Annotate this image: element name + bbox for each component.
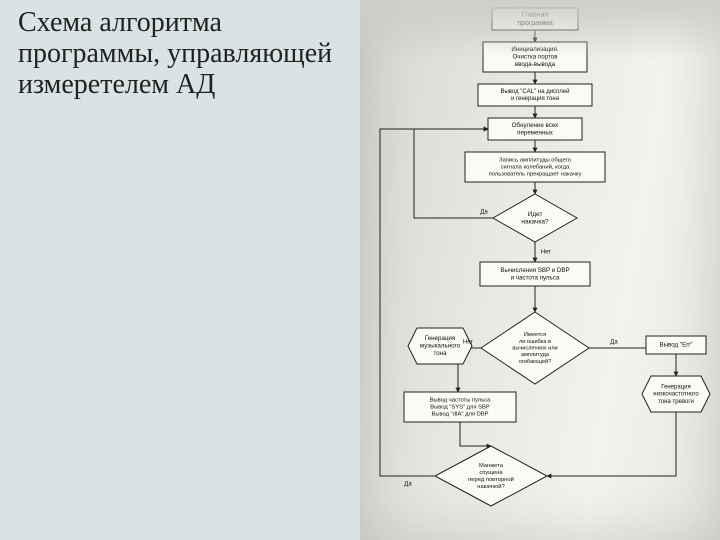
flow-node-n_main: Главнаяпрограмма: [492, 8, 578, 30]
flowchart-panel: Главнаяпрограмма Инициализация.Очистка по…: [360, 0, 720, 540]
node-text: и генерация тона: [511, 96, 560, 102]
flow-node-n_init: Инициализация.Очистка портовввода-вывода: [483, 42, 587, 72]
flow-node-n_rec: Запись амплитуды общегосигнала колебаний…: [465, 152, 605, 182]
node-text: Главная: [522, 12, 549, 19]
flow-node-n_calc: Вычисления SBP и DBPи частота пульса: [480, 262, 590, 286]
node-text: низкочастотного: [653, 392, 699, 398]
node-text: музыкального: [420, 343, 461, 350]
node-text: тона тревоги: [658, 399, 694, 405]
node-text: Вычисления SBP и DBP: [500, 267, 569, 274]
node-text: Инициализация.: [511, 46, 558, 53]
flow-node-d_pump: Идетнакачка?: [493, 194, 577, 242]
node-text: Идет: [528, 211, 543, 218]
edge-label: Да: [480, 210, 488, 216]
edge-label: Да: [404, 482, 412, 488]
node-text: накачкой?: [477, 483, 505, 490]
node-text: Вывод "CAL" на дисплей: [500, 88, 569, 95]
node-text: Вывод "SYS" для SBP: [430, 405, 490, 411]
node-text: Имеется: [524, 332, 546, 338]
edge-label: Нет: [463, 340, 473, 346]
flow-node-h_alarm: Генерация низкочастотноготона тревоги: [642, 376, 710, 412]
node-text: ввода-вывода: [515, 61, 556, 68]
edge-label: Да: [610, 340, 618, 346]
flow-node-d_err: Имеетсяли ошибка ввычислениях илиамплиту…: [481, 312, 589, 384]
flow-node-n_err: Вывод "Err": [646, 336, 706, 354]
flow-node-n_zero: Обнуление всехпеременных: [488, 118, 582, 140]
flow-edge: [547, 412, 676, 476]
node-text: Манжета: [479, 463, 504, 469]
node-text: огибающей?: [519, 358, 552, 365]
flow-node-n_out: Вывод частоты пульсаВывод "SYS" для SBPВ…: [404, 392, 516, 422]
flow-node-h_tone: Генерациямузыкальноготона: [408, 328, 472, 364]
node-text: Генерация: [661, 384, 691, 390]
node-text: Очистка портов: [512, 54, 558, 61]
node-text: и частота пульса: [511, 274, 560, 281]
node-text: пользователь прекращает накачку: [489, 171, 582, 177]
node-text: Вывод частоты пульса: [430, 398, 492, 404]
node-text: ли ошибка в: [519, 339, 551, 345]
flow-node-d_cuff: Манжетаспущенаперед повторнойнакачкой?: [435, 446, 547, 506]
edge-label: Нет: [541, 250, 551, 256]
node-text: переменных: [517, 129, 554, 136]
node-text: Вывод "Err": [659, 342, 692, 349]
flow-edge: [460, 422, 491, 446]
node-text: Обнуление всех: [512, 122, 559, 129]
node-text: программа: [517, 20, 553, 27]
node-text: сигнала колебаний, когда: [501, 164, 571, 171]
page-title: Схема алгоритма программы, управляющей и…: [18, 8, 348, 100]
node-text: Генерация: [425, 335, 455, 342]
node-text: перед повторной: [468, 476, 514, 483]
flowchart-svg: Главнаяпрограмма Инициализация.Очистка по…: [360, 0, 720, 540]
node-text: вычислениях или: [512, 345, 557, 351]
node-text: спущена: [479, 470, 503, 476]
node-text: амплитуда: [521, 352, 550, 358]
node-text: Запись амплитуды общего: [499, 158, 571, 164]
node-text: накачка?: [521, 219, 549, 226]
node-text: Вывод "dIA" для DBP: [432, 411, 489, 417]
flow-node-n_cal: Вывод "CAL" на дисплейи генерация тона: [478, 84, 592, 106]
node-text: тона: [433, 350, 447, 357]
